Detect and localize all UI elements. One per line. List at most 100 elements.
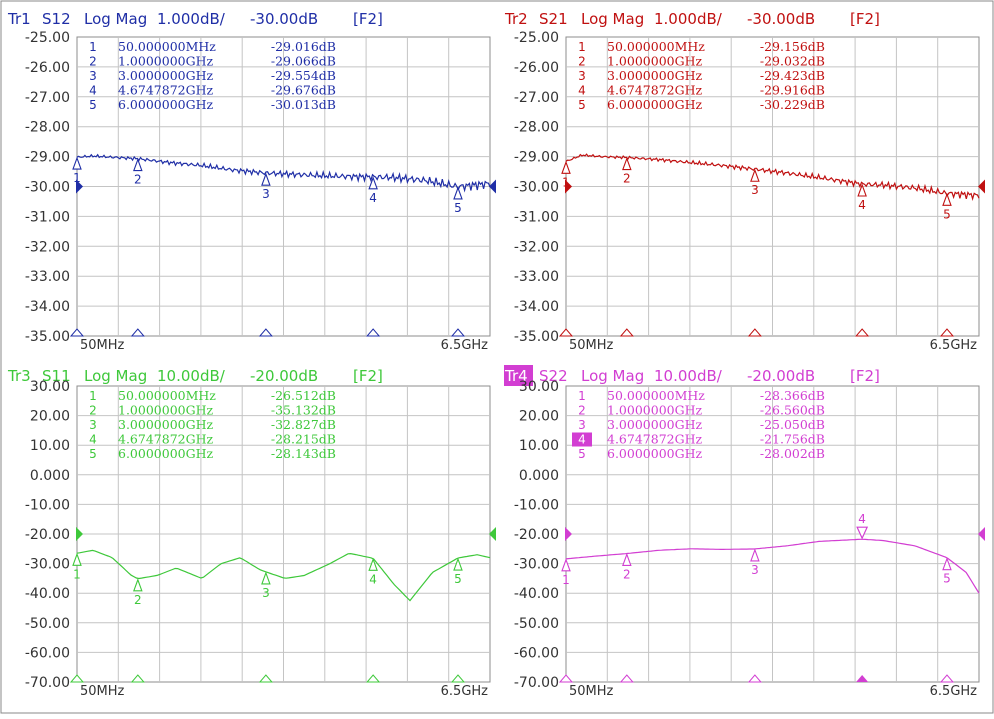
marker-4[interactable]: 4 [366,176,381,337]
trace-number[interactable]: Tr3 [7,367,31,385]
channel-label[interactable]: [F2] [353,10,383,28]
marker-triangle-up[interactable] [368,176,378,190]
trace-header-tr1[interactable]: Tr1 S12 Log Mag 1.000dB/ -30.00dB [F2] [7,10,383,28]
marker-triangle-up[interactable] [622,552,632,566]
stimulus-marker[interactable] [747,328,762,337]
trace-number[interactable]: Tr1 [7,10,31,28]
marker-3[interactable]: 3 [258,571,273,683]
stimulus-marker[interactable] [939,328,955,337]
marker-triangle-up[interactable] [453,557,463,571]
channel-label[interactable]: [F2] [850,10,880,28]
stimulus-marker[interactable] [258,674,273,683]
stimulus-marker[interactable] [366,328,381,337]
marker-triangle-up[interactable] [261,172,271,186]
trace-number[interactable]: Tr4 [504,367,528,385]
format-label[interactable]: Log Mag [581,10,644,28]
stimulus-marker[interactable] [366,674,381,683]
marker-triangle-up[interactable] [133,157,143,172]
stimulus-marker[interactable] [939,674,955,683]
marker-triangle-up[interactable] [561,160,571,174]
reference-level-arrow-right[interactable] [978,179,985,194]
marker-triangle-up[interactable] [72,156,82,170]
stimulus-marker[interactable] [619,328,634,337]
format-label[interactable]: Log Mag [84,367,147,385]
marker-1[interactable]: 1 [558,558,574,683]
reference-level-label[interactable]: -30.00dB [747,10,815,28]
stimulus-marker[interactable] [69,674,85,683]
stimulus-marker[interactable] [558,674,574,683]
stimulus-marker[interactable] [855,328,870,337]
stimulus-marker[interactable] [450,674,466,683]
marker-4[interactable]: 4 [366,557,381,683]
marker-1[interactable]: 1 [558,160,574,337]
stimulus-marker[interactable] [450,328,466,337]
reference-level-arrow-left[interactable] [76,527,83,541]
marker-2[interactable]: 2 [130,578,145,683]
reference-level-label[interactable]: -30.00dB [250,10,318,28]
marker-3[interactable]: 3 [747,168,762,337]
marker-triangle-up[interactable] [368,557,378,571]
scale-label[interactable]: 1.000dB/ [654,10,723,28]
reference-level-arrow-right[interactable] [489,527,496,541]
sparameter-label[interactable]: S21 [539,10,568,28]
stimulus-marker[interactable] [747,674,762,683]
trace-header-tr4[interactable]: Tr4 S22 Log Mag 10.00dB/ -20.00dB [F2] [504,365,880,386]
reference-level-arrow-left[interactable] [565,527,572,541]
trace-panel-tr4[interactable]: Tr4 S22 Log Mag 10.00dB/-20.00dB [F2]30.0020… [504,365,985,699]
marker-1[interactable]: 1 [69,156,85,337]
channel-label[interactable]: [F2] [353,367,383,385]
marker-4[interactable]: 4 [855,183,870,337]
marker-2[interactable]: 2 [619,156,634,337]
trace-panel-tr2[interactable]: Tr2 S21 Log Mag 1.000dB/ -30.00dB [F2] -25.00 -… [504,10,985,353]
stimulus-marker[interactable] [558,328,574,337]
marker-5[interactable]: 5 [939,192,955,337]
marker-triangle-down[interactable] [856,526,869,540]
reference-level-arrow-left[interactable] [565,179,572,194]
trace-number[interactable]: Tr2 [504,10,528,28]
marker-1[interactable]: 1 [69,552,85,683]
trace-panel-tr1[interactable]: Tr1 S12 Log Mag 1.000dB/ -30.00dB [F2] -25.00 -… [7,10,496,353]
marker-triangle-up[interactable] [133,578,143,592]
trace-panel-tr3[interactable]: Tr3 S11 Log Mag 10.00dB/-20.00dB [F2]30.0020… [7,367,496,699]
sparameter-label[interactable]: S12 [42,10,71,28]
marker-triangle-up[interactable] [453,186,463,200]
stimulus-marker[interactable] [69,328,85,337]
channel-label[interactable]: [F2] [850,367,880,385]
scale-label[interactable]: 1.000dB/ [157,10,226,28]
marker-5[interactable]: 5 [450,186,466,337]
reference-level-label[interactable]: -20.00dB [747,367,815,385]
marker-3[interactable]: 3 [747,548,762,683]
marker-3[interactable]: 3 [258,172,273,337]
scale-label[interactable]: 10.00dB/ [157,367,226,385]
sparameter-label[interactable]: S22 [539,367,568,385]
scale-label[interactable]: 10.00dB/ [654,367,723,385]
reference-level-label[interactable]: -20.00dB [250,367,318,385]
reference-level-arrow-left[interactable] [76,179,83,194]
marker-triangle-up[interactable] [942,557,952,571]
stimulus-marker[interactable] [130,328,145,337]
marker-triangle-up[interactable] [72,552,82,566]
reference-level-arrow-right[interactable] [978,527,985,541]
trace-header-tr3[interactable]: Tr3 S11 Log Mag 10.00dB/ -20.00dB [F2] [7,367,383,385]
marker-2[interactable]: 2 [130,157,145,337]
reference-level-arrow-right[interactable] [489,179,496,194]
marker-4[interactable]: 4 [856,512,869,682]
marker-triangle-up[interactable] [750,168,760,182]
marker-triangle-up[interactable] [942,192,952,206]
stimulus-marker[interactable] [130,674,145,683]
marker-5[interactable]: 5 [450,557,466,683]
trace-header-tr2[interactable]: Tr2 S21 Log Mag 1.000dB/ -30.00dB [F2] [504,10,880,28]
marker-triangle-up[interactable] [750,548,760,562]
marker-triangle-up[interactable] [622,156,632,171]
format-label[interactable]: Log Mag [84,10,147,28]
stimulus-marker-active[interactable] [856,675,869,682]
marker-triangle-up[interactable] [261,571,271,585]
marker-triangle-up[interactable] [857,183,867,197]
marker-5[interactable]: 5 [939,557,955,683]
sparameter-label[interactable]: S11 [42,367,71,385]
stimulus-marker[interactable] [619,674,634,683]
marker-triangle-up[interactable] [561,558,571,572]
stimulus-marker[interactable] [258,328,273,337]
format-label[interactable]: Log Mag [581,367,644,385]
marker-2[interactable]: 2 [619,552,634,683]
